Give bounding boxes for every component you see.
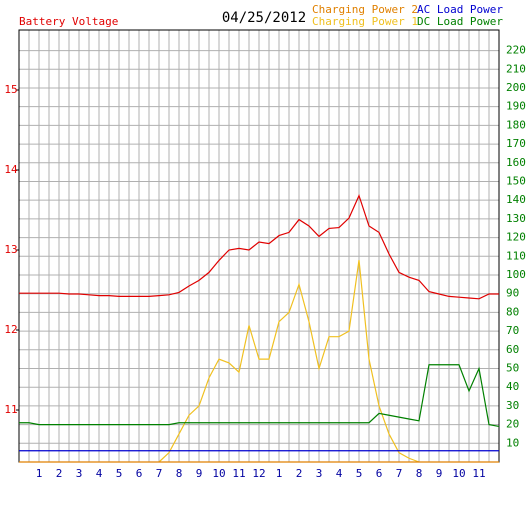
y2-tick-label: 100 [506, 268, 526, 281]
series-line [158, 259, 420, 463]
series-line [19, 364, 500, 428]
y-tick-label: 12 [4, 323, 17, 336]
legend-entry: Charging Power 1 [312, 15, 418, 28]
x-tick-label: 3 [316, 467, 323, 480]
y2-tick-label: 200 [506, 81, 526, 94]
x-tick-label: 5 [116, 467, 123, 480]
x-tick-label: 4 [336, 467, 343, 480]
x-tick-label: 7 [156, 467, 163, 480]
y2-tick-label: 120 [506, 231, 526, 244]
legend-entry: Charging Power 2 [312, 3, 418, 16]
y2-tick-label: 170 [506, 137, 526, 150]
y2-tick-label: 110 [506, 249, 526, 262]
y2-tick-label: 30 [506, 399, 519, 412]
y-tick-label: 13 [4, 243, 17, 256]
y2-tick-label: 70 [506, 324, 519, 337]
y2-tick-label: 90 [506, 287, 519, 300]
y2-tick-label: 180 [506, 118, 526, 131]
y2-tick-label: 210 [506, 62, 526, 75]
y2-tick-label: 190 [506, 100, 526, 113]
y2-tick-label: 40 [506, 380, 519, 393]
x-tick-label: 11 [232, 467, 245, 480]
x-tick-label: 9 [196, 467, 203, 480]
x-tick-label: 2 [296, 467, 303, 480]
x-tick-label: 11 [472, 467, 485, 480]
y2-tick-label: 10 [506, 436, 519, 449]
y2-tick-label: 50 [506, 361, 519, 374]
y2-tick-label: 140 [506, 193, 526, 206]
series-line [19, 193, 499, 300]
x-tick-label: 8 [416, 467, 423, 480]
y-tick-label: 11 [4, 403, 17, 416]
legend-entry: DC Load Power [417, 15, 503, 28]
y2-tick-label: 150 [506, 174, 526, 187]
x-tick-label: 1 [36, 467, 43, 480]
y2-tick-label: 60 [506, 343, 519, 356]
x-tick-label: 12 [252, 467, 265, 480]
x-tick-label: 7 [396, 467, 403, 480]
y-tick-label: 14 [4, 163, 18, 176]
x-tick-label: 6 [376, 467, 383, 480]
y2-tick-label: 160 [506, 156, 526, 169]
y2-tick-label: 130 [506, 212, 526, 225]
x-tick-label: 1 [276, 467, 283, 480]
x-tick-label: 2 [56, 467, 63, 480]
y2-tick-label: 80 [506, 305, 519, 318]
legend-entry: AC Load Power [417, 3, 503, 16]
x-tick-label: 10 [212, 467, 225, 480]
x-tick-label: 6 [136, 467, 143, 480]
y-tick-label: 15 [4, 83, 17, 96]
x-tick-label: 4 [96, 467, 103, 480]
chart-title: 04/25/2012 [222, 10, 306, 26]
y-axis-label: Battery Voltage [19, 15, 118, 28]
x-tick-label: 10 [452, 467, 465, 480]
x-tick-label: 8 [176, 467, 183, 480]
y2-tick-label: 220 [506, 44, 526, 57]
y2-tick-label: 20 [506, 418, 519, 431]
x-tick-label: 9 [436, 467, 443, 480]
x-tick-label: 3 [76, 467, 83, 480]
x-tick-label: 5 [356, 467, 363, 480]
